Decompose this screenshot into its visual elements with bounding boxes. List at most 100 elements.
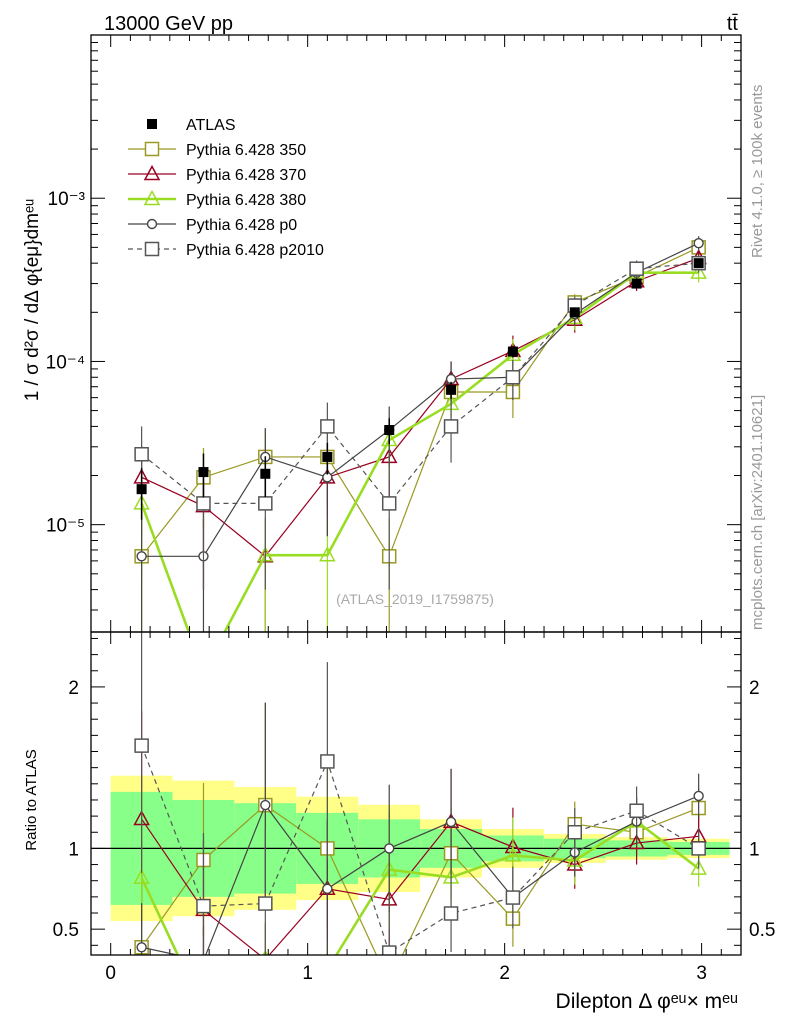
ratio-data-point	[384, 843, 395, 854]
ratio-data-point	[691, 841, 706, 856]
ratio-data-point	[199, 956, 208, 965]
legend-entry: Pythia 6.428 p2010	[128, 241, 324, 259]
series-pythia-6-428-380	[133, 263, 707, 632]
ratio-data-point	[258, 896, 273, 911]
legend-entry: ATLAS	[147, 117, 236, 134]
ratio-series-line	[141, 818, 699, 955]
reference-point	[569, 307, 580, 318]
legend-marker	[146, 218, 158, 230]
legend-label: Pythia 6.428 370	[186, 167, 306, 184]
legend-label: Pythia 6.428 380	[186, 192, 306, 209]
ratio-data-point	[196, 898, 211, 914]
energy-label: 13000 GeV pp	[104, 13, 233, 35]
ratio-data-point	[504, 846, 522, 862]
ratio-tick-label-left: 2	[68, 678, 79, 699]
data-point	[134, 447, 149, 462]
ratio-data-point	[690, 859, 707, 875]
legend-entry: Pythia 6.428 350	[128, 141, 306, 159]
y-axis-label: 1 / σ d²σ / dΔ φ{eμ}dmᵉᵘ	[22, 199, 43, 402]
ratio-data-point	[628, 833, 645, 850]
ratio-data-point	[443, 906, 459, 921]
series-line	[141, 246, 699, 558]
reference-point	[446, 384, 457, 395]
process-label: tt̄	[727, 13, 739, 35]
ratio-data-point	[134, 738, 149, 753]
ratio-tick-label-right: 2	[749, 678, 760, 699]
y-tick-label: 10⁻⁵	[46, 516, 85, 537]
legend-label: Pythia 6.428 p0	[186, 217, 297, 234]
ratio-data-point	[445, 816, 457, 828]
x-tick-label: 1	[302, 963, 313, 984]
reference-point	[507, 346, 518, 357]
data-point	[381, 496, 397, 511]
series-line	[141, 257, 699, 558]
legend-label: ATLAS	[186, 117, 236, 134]
ratio-data-point	[260, 799, 271, 811]
series-line	[141, 262, 699, 505]
ratio-data-point	[381, 945, 397, 955]
legend: ATLAS Pythia 6.428 350 Pythia 6.428 370 Pyt…	[128, 117, 324, 259]
ratio-data-point	[320, 962, 334, 975]
mcplots-label: mcplots.cern.ch [arXiv:2401.10621]	[749, 395, 766, 630]
legend-label: Pythia 6.428 350	[186, 142, 306, 159]
y-tick-label: 10⁻³	[48, 189, 86, 210]
reference-point	[693, 258, 704, 269]
ratio-data-point	[567, 825, 583, 840]
series-atlas	[136, 258, 704, 520]
series-pythia-6-428-370	[133, 248, 707, 632]
x-tick-label: 3	[696, 963, 707, 984]
ratio-data-point	[322, 883, 333, 894]
y-tick-label: 10⁻⁴	[46, 352, 85, 373]
x-axis-label: Dilepton Δ φᵉᵘ× mᵉᵘ	[556, 990, 738, 1013]
reference-point	[198, 467, 209, 478]
analysis-label: (ATLAS_2019_I1759875)	[336, 591, 494, 607]
data-point	[505, 370, 521, 385]
legend-label: Pythia 6.428 p2010	[186, 242, 324, 259]
reference-point	[136, 484, 147, 495]
data-point	[319, 546, 336, 562]
ratio-data-point	[133, 868, 150, 885]
ratio-series-line	[141, 745, 699, 954]
legend-marker	[143, 164, 161, 181]
x-tick-label: 2	[499, 963, 510, 984]
legend-entry: Pythia 6.428 370	[128, 164, 306, 184]
ratio-data-point	[629, 803, 644, 818]
legend-marker	[143, 189, 161, 206]
ratio-data-point	[693, 790, 704, 802]
data-point	[693, 238, 704, 249]
ratio-tick-label-left: 1	[68, 839, 79, 860]
legend-marker	[144, 141, 160, 157]
ratio-axis-label: Ratio to ATLAS	[23, 749, 40, 850]
ratio-tick-label-right: 0.5	[749, 920, 775, 941]
data-point	[136, 551, 147, 562]
reference-point	[631, 278, 642, 289]
legend-entry: Pythia 6.428 380	[128, 189, 306, 209]
ratio-frame	[90, 631, 742, 956]
series-pythia-6-428-p0	[136, 236, 704, 632]
data-point	[258, 496, 273, 511]
data-point	[196, 496, 211, 511]
main-panel: 10⁻⁵ 10⁻⁴ 10⁻³ ATLAS Pythia 6.428 350 Pythia …	[46, 34, 742, 955]
legend-marker	[147, 119, 157, 129]
ratio-tick-label-left: 0.5	[53, 920, 79, 941]
data-point	[690, 263, 707, 279]
reference-point	[322, 451, 333, 462]
data-point	[320, 419, 335, 434]
ratio-series-pythia-6-428-p2010	[134, 632, 706, 955]
x-tick-label: 0	[105, 963, 116, 984]
ratio-series-line	[141, 804, 699, 955]
series-line	[140, 271, 699, 632]
series-pythia-6-428-350	[134, 240, 706, 632]
legend-marker	[144, 241, 160, 257]
reference-point	[384, 425, 395, 436]
data-point	[443, 419, 459, 434]
ratio-series-line	[140, 819, 700, 955]
legend-entry: Pythia 6.428 p0	[128, 217, 297, 234]
ratio-tick-label-right: 1	[749, 839, 760, 860]
ratio-data-point	[320, 754, 335, 769]
reference-point	[260, 468, 271, 479]
ratio-data-point	[383, 976, 396, 989]
ratio-data-point	[136, 942, 147, 953]
ratio-data-point	[505, 890, 521, 905]
